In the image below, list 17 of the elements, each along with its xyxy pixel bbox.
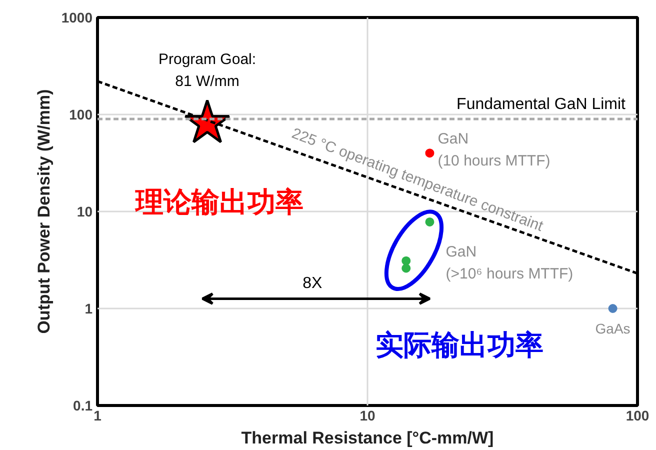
annotation: 实际输出功率 (375, 329, 544, 360)
y-tick-label: 100 (69, 106, 93, 122)
annotation: 理论输出功率 (134, 186, 304, 218)
annotation: Program Goal: 81 W/mm (158, 50, 256, 90)
x-axis-title: Thermal Resistance [°C-mm/W] (241, 428, 494, 448)
annotation: GaAs (595, 320, 630, 336)
y-tick-label: 0.1 (73, 398, 93, 414)
y-tick-label: 10 (76, 204, 93, 220)
annotation: 8X (302, 275, 323, 292)
y-tick-label: 1000 (61, 10, 93, 26)
x-tick-label: 100 (626, 408, 650, 424)
annotation: GaN (>10⁶ hours MTTF) (446, 243, 574, 283)
y-tick-label: 1 (84, 300, 93, 316)
ref-line-label: Fundamental GaN Limit (456, 96, 626, 113)
annotation: GaN (10 hours MTTF) (438, 130, 550, 170)
y-axis-title: Output Power Density (W/mm) (34, 89, 54, 334)
x-tick-label: 10 (360, 408, 376, 424)
